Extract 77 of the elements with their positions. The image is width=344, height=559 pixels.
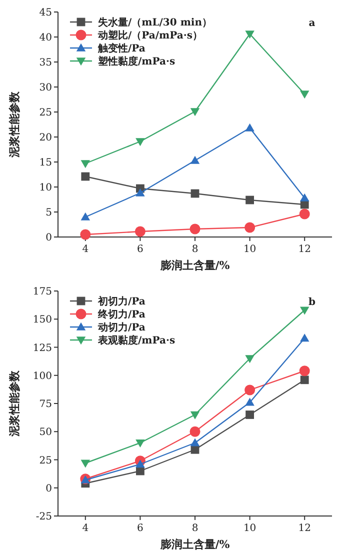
- legend-label: 塑性黏度/mPa·s: [97, 56, 176, 68]
- point: [80, 229, 91, 240]
- point: [136, 440, 145, 448]
- point: [190, 426, 200, 437]
- point: [136, 138, 145, 146]
- x-tick-label: 10: [243, 244, 256, 255]
- y-tick-label: 5: [46, 208, 52, 218]
- point: [190, 438, 200, 446]
- point: [245, 30, 254, 39]
- x-tick-label: 10: [243, 523, 256, 534]
- point: [244, 222, 256, 233]
- x-axis-title: 膨润土含量/%: [159, 538, 230, 551]
- y-tick-label: 175: [32, 286, 52, 298]
- x-tick-label: 8: [192, 523, 198, 534]
- point: [134, 226, 146, 237]
- point: [245, 123, 254, 132]
- y-tick-label: 125: [32, 342, 52, 354]
- point: [190, 224, 200, 234]
- point: [81, 172, 90, 181]
- point: [300, 306, 310, 315]
- legend-label: 触变性/Pa: [97, 42, 146, 54]
- point: [244, 384, 256, 396]
- point: [246, 196, 254, 204]
- point: [300, 334, 310, 342]
- x-tick-label: 12: [298, 244, 311, 255]
- y-tick-label: 100: [32, 370, 52, 382]
- y-tick-label: 40: [39, 32, 52, 44]
- y-tick-label: 50: [39, 427, 52, 438]
- point: [190, 108, 200, 116]
- y-tick-label: 25: [39, 108, 52, 118]
- y-tick-label: -25: [36, 512, 52, 522]
- legend-label: 终切力/Pa: [97, 308, 146, 320]
- x-tick-label: 4: [82, 244, 89, 255]
- y-tick-label: 10: [39, 182, 52, 194]
- point: [246, 410, 254, 419]
- y-tick-label: 150: [32, 314, 52, 326]
- point: [80, 212, 90, 220]
- point: [80, 460, 90, 468]
- point: [245, 355, 254, 364]
- point: [299, 208, 310, 220]
- point: [190, 445, 200, 454]
- point: [190, 189, 200, 198]
- annotation: a: [308, 18, 316, 29]
- legend-label: 初切力/Pa: [97, 296, 146, 308]
- y-tick-label: 35: [39, 58, 52, 68]
- x-tick-label: 4: [82, 523, 89, 534]
- x-tick-label: 6: [137, 523, 144, 534]
- x-tick-label: 6: [137, 244, 144, 255]
- legend-label: 表观黏度/mPa·s: [97, 334, 176, 346]
- y-tick-label: 0: [46, 483, 52, 494]
- y-tick-label: 25: [39, 455, 52, 466]
- y-tick-label: 75: [39, 399, 52, 410]
- point: [300, 376, 309, 384]
- y-tick-label: 20: [39, 132, 52, 144]
- legend-label: 失水量/（mL/30 min）: [98, 16, 212, 28]
- point: [190, 411, 200, 420]
- point: [299, 366, 310, 376]
- y-tick-label: 15: [39, 158, 52, 168]
- annotation: b: [308, 297, 316, 308]
- point: [136, 460, 145, 468]
- point: [245, 398, 254, 406]
- x-axis-title: 膨润土含量/%: [159, 259, 230, 272]
- point: [136, 188, 145, 196]
- y-axis-title: 泥浆性能参数: [8, 90, 21, 158]
- y-axis-title: 泥浆性能参数: [8, 370, 21, 438]
- point: [300, 90, 310, 99]
- point: [300, 193, 310, 202]
- x-tick-label: 8: [192, 244, 198, 255]
- x-tick-label: 12: [298, 523, 311, 534]
- point: [136, 466, 144, 476]
- y-tick-label: 30: [39, 82, 52, 94]
- point: [190, 156, 200, 164]
- y-tick-label: 45: [39, 8, 52, 18]
- legend-label: 动塑比/（Pa/mPa·s）: [97, 30, 202, 42]
- y-tick-label: 0: [46, 232, 52, 244]
- legend-label: 动切力/Pa: [97, 322, 146, 334]
- point: [80, 160, 90, 168]
